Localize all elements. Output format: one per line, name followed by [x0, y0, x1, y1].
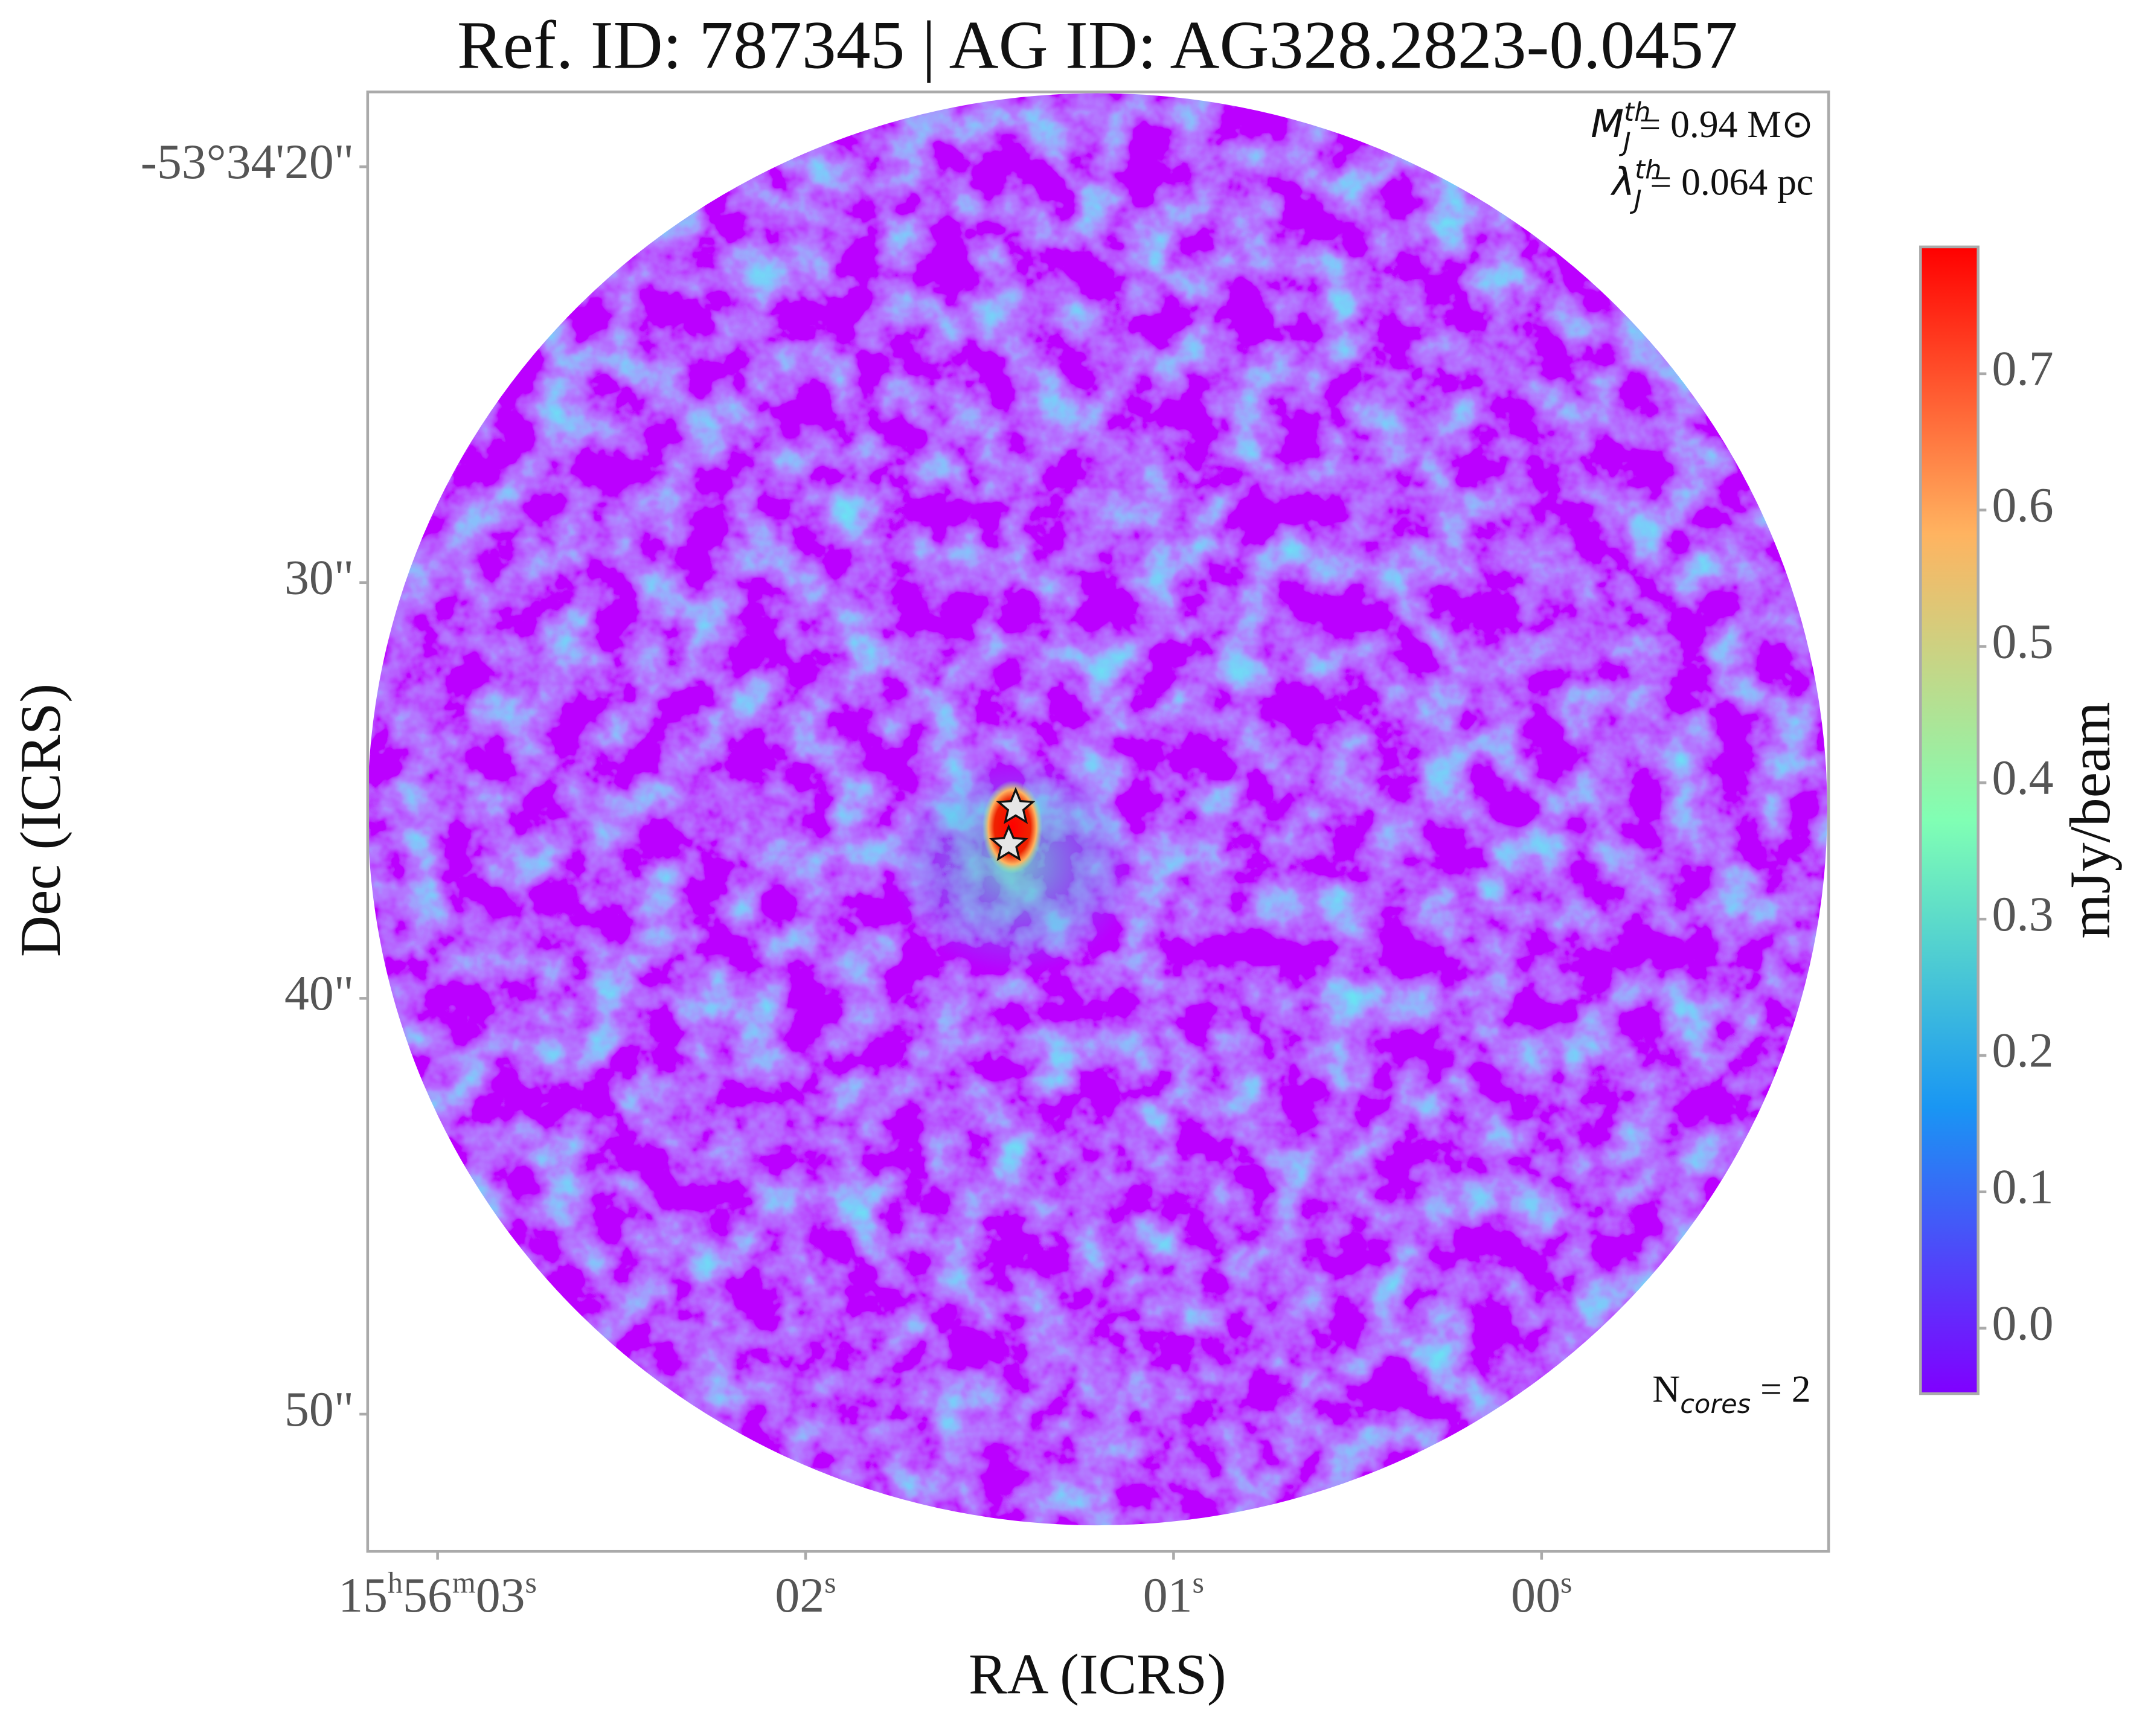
colorbar-tick-label: 0.7	[1992, 341, 2053, 396]
colorbar-tick-label: 0.6	[1992, 477, 2053, 532]
value: = 0.064 pc	[1650, 161, 1813, 203]
y-axis-label: Dec (ICRS)	[8, 684, 72, 957]
x-tick-label: 01s	[1143, 1565, 1204, 1622]
y-tick-label: 50"	[284, 1382, 354, 1437]
colorbar-tick-label: 0.5	[1992, 613, 2053, 668]
colorbar-tick-label: 0.2	[1992, 1023, 2053, 1078]
emission-peak	[982, 780, 1043, 874]
core-count: Ncores = 2	[1652, 1368, 1810, 1420]
symbol: M	[1591, 101, 1624, 146]
value: = 2	[1751, 1368, 1810, 1411]
image	[367, 93, 1827, 1526]
x-axis-label: RA (ICRS)	[969, 1642, 1226, 1706]
y-tick-label: 40"	[284, 966, 354, 1020]
y-tick-label: 30"	[284, 550, 354, 605]
colorbar-tick-label: 0.0	[1992, 1295, 2053, 1350]
symbol: λ	[1611, 159, 1635, 204]
symbol: N	[1652, 1368, 1680, 1411]
colorbar-label: mJy/beam	[2058, 702, 2122, 938]
sup: th	[1624, 97, 1650, 127]
colorbar-tick-label: 0.4	[1992, 750, 2053, 805]
jeans-mass: Mth J = 0.94 M⊙	[1591, 97, 1813, 158]
colorbar-tick-label: 0.3	[1992, 886, 2053, 941]
plot-frame	[366, 90, 1830, 1553]
x-tick-label: 02s	[775, 1565, 836, 1622]
value: = 0.94 M⊙	[1639, 103, 1813, 146]
core-marker	[996, 787, 1036, 824]
core-marker	[989, 824, 1028, 862]
sub: cores	[1680, 1389, 1751, 1420]
x-tick-label: 00s	[1511, 1565, 1572, 1622]
x-tick-label: 15h56m03s	[338, 1565, 537, 1622]
y-tick-label: -53°34'20"	[141, 134, 354, 189]
colorbar	[1919, 245, 1980, 1395]
jeans-length: λth J = 0.064 pc	[1611, 155, 1814, 215]
chart-title: Ref. ID: 787345 | AG ID: AG328.2823-0.04…	[457, 7, 1738, 83]
sup: th	[1635, 155, 1661, 185]
colorbar-tick-label: 0.1	[1992, 1159, 2053, 1214]
